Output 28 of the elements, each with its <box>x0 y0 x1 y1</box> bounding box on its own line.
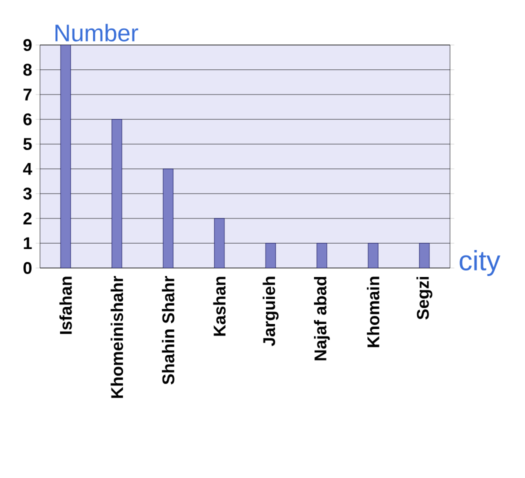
y-tick-label: 7 <box>24 88 32 100</box>
bar <box>368 243 378 268</box>
bar <box>419 243 430 268</box>
y-tick-label: 4 <box>23 163 32 175</box>
bar <box>162 168 174 268</box>
y-tick-label: 2 <box>23 212 32 224</box>
y-tick-label: 3 <box>23 188 32 200</box>
y-tick-label: 1 <box>24 237 32 250</box>
y-tick-label: 8 <box>23 64 32 76</box>
y-tick-label: 6 <box>23 113 32 126</box>
x-tick-label: Kashan <box>213 276 226 336</box>
bar <box>316 243 328 268</box>
x-tick-label: Najaf abad <box>314 276 330 360</box>
x-tick-label: Shahin Shahr <box>162 276 174 384</box>
y-axis-title: Number <box>55 24 138 42</box>
x-tick-label: Isfahan <box>59 276 72 334</box>
x-tick-label: Jarguieh <box>262 276 279 346</box>
x-axis-title: city <box>460 250 500 276</box>
bar <box>265 243 276 268</box>
x-tick-label: Khomain <box>366 276 380 348</box>
bar <box>112 119 122 268</box>
x-tick-label: Segzi <box>416 276 432 320</box>
x-tick-label: Khomeinishahr <box>110 276 124 398</box>
bar <box>60 44 71 268</box>
y-tick-label: 5 <box>23 138 32 150</box>
y-tick-label: 0 <box>23 262 32 274</box>
bar <box>214 218 225 268</box>
y-tick-label: 9 <box>23 38 32 51</box>
